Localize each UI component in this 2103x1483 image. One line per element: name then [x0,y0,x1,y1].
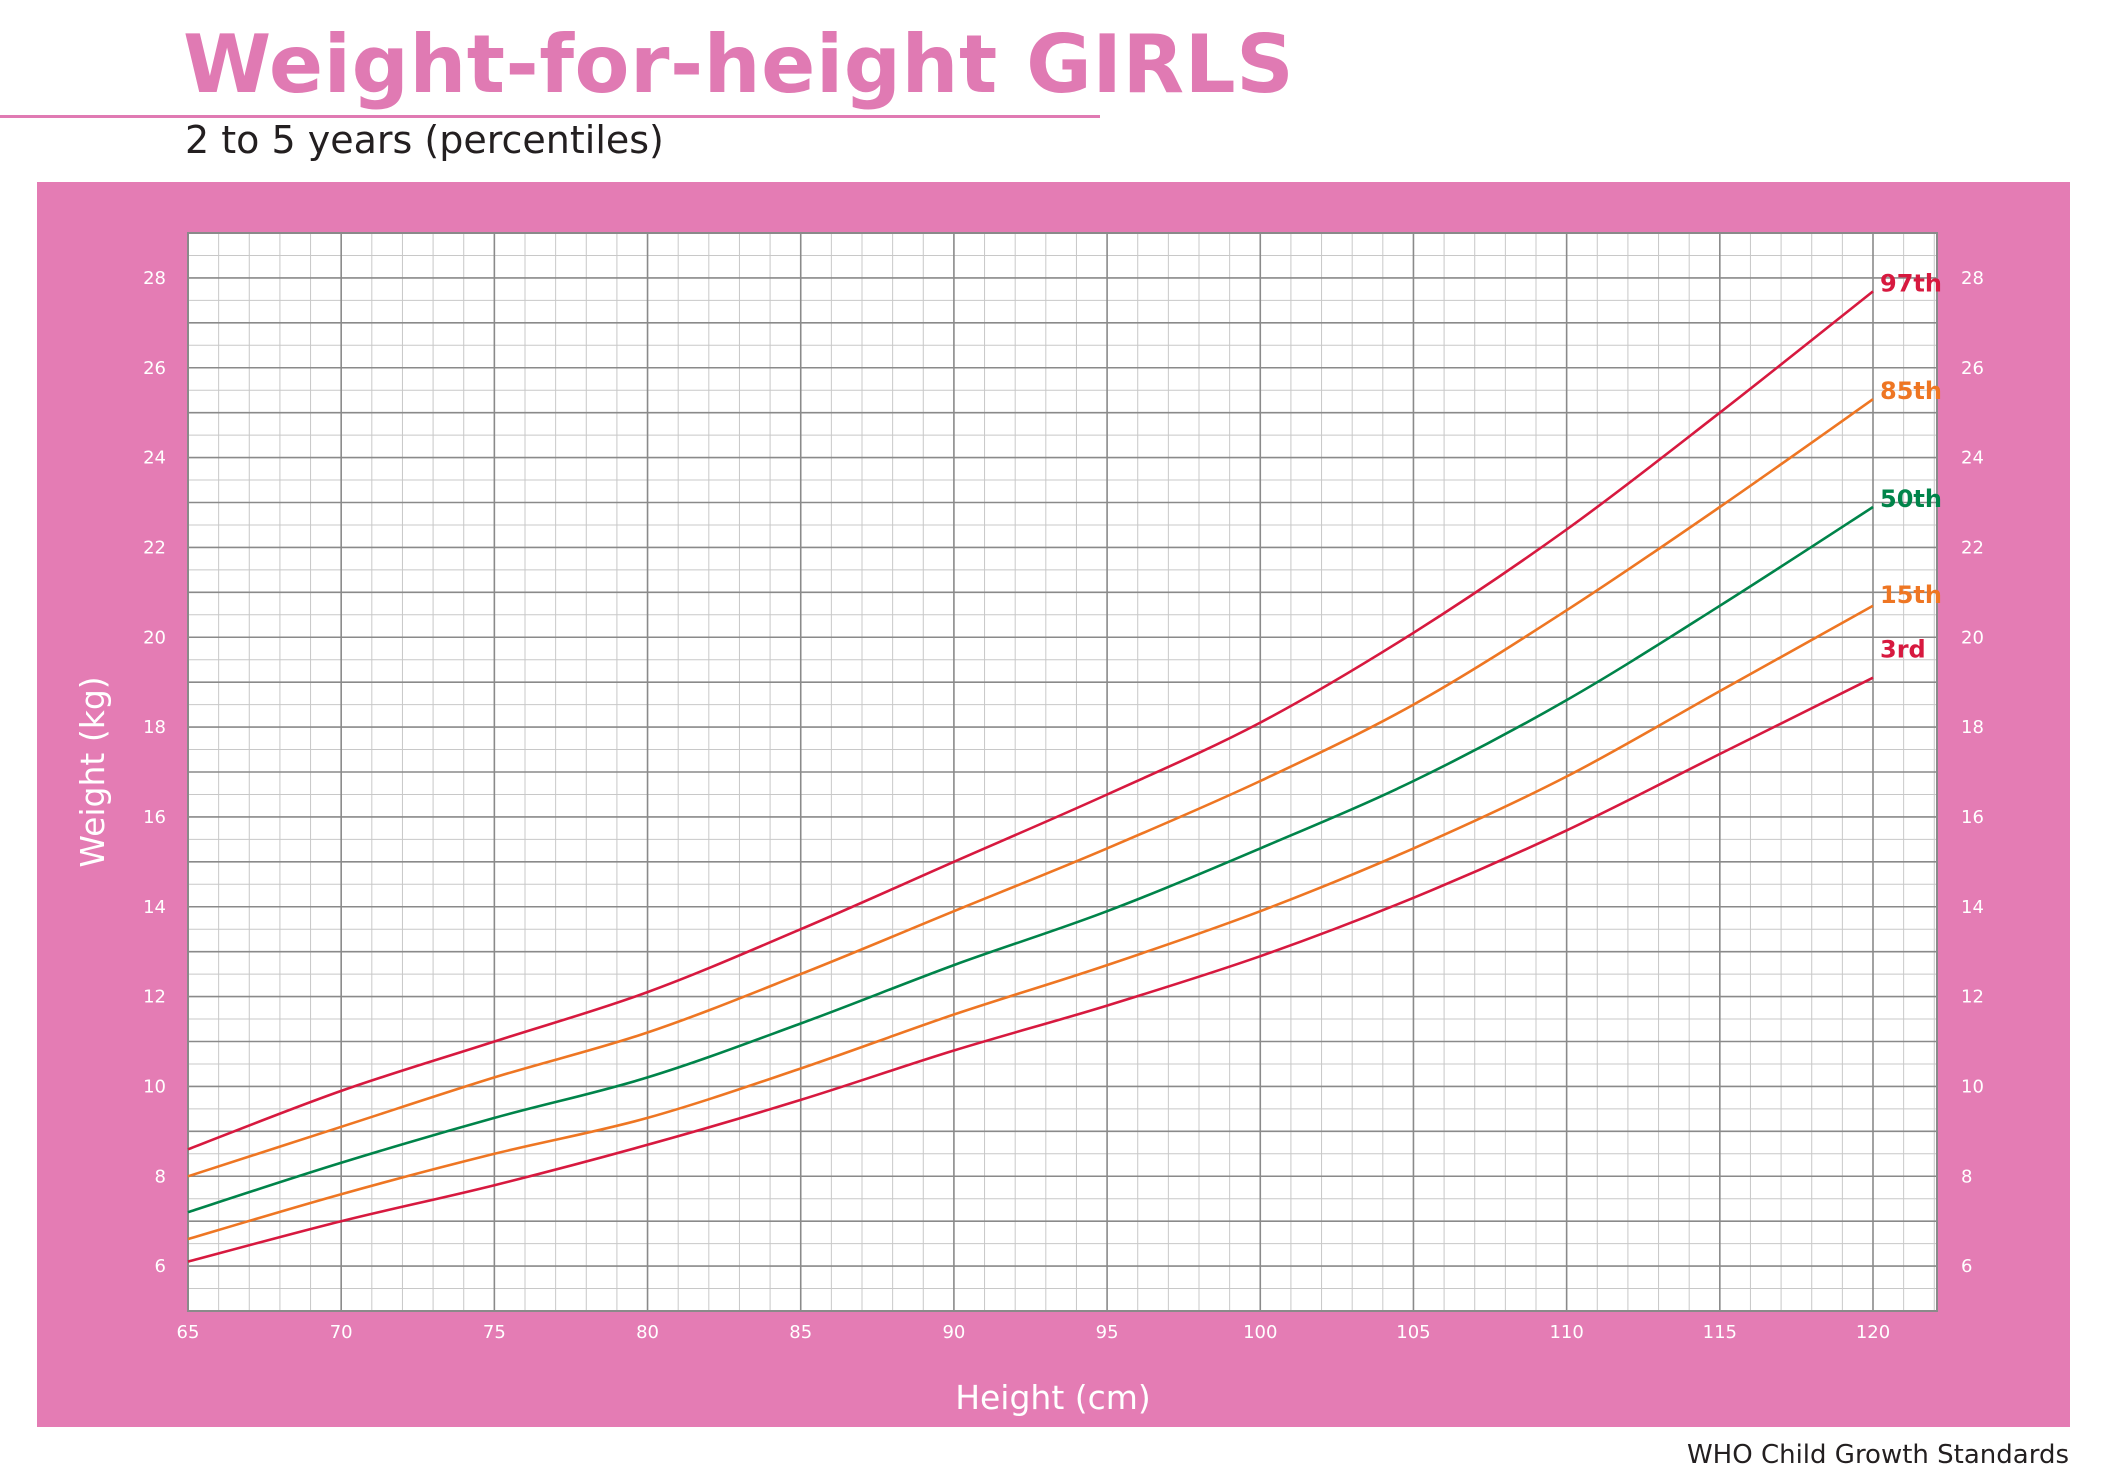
x-tick-label: 65 [177,1322,200,1343]
percentile-curve-50th [187,505,1874,1214]
y-tick-label-right: 12 [1961,987,1984,1008]
y-tick-label-left: 12 [143,987,166,1008]
footer-credit: WHO Child Growth Standards [1686,1440,2069,1470]
y-tick-label-right: 26 [1961,358,1984,379]
plot-border [187,232,1938,1312]
x-tick-label: 100 [1243,1322,1277,1343]
percentile-curves [187,290,1874,1263]
y-axis-title: Weight (kg) [73,676,112,867]
page-subtitle: 2 to 5 years (percentiles) [185,118,664,162]
y-tick-label-right: 16 [1961,807,1984,828]
y-tick-label-left: 16 [143,807,166,828]
y-tick-label-left: 22 [143,537,166,558]
percentile-label-85th: 85th [1880,377,1942,405]
percentile-curve-85th [187,398,1874,1178]
y-tick-label-left: 28 [143,268,166,289]
y-tick-label-right: 18 [1961,717,1984,738]
y-tick-label-left: 10 [143,1076,166,1097]
percentile-label-3rd: 3rd [1880,636,1926,664]
y-axis-ticks-right: 6 8 10 12 14 16 18 20 22 24 26 28 [1961,268,1984,1277]
percentile-curve-15th [187,604,1874,1241]
x-tick-label: 105 [1396,1322,1430,1343]
x-tick-label: 80 [636,1322,659,1343]
y-tick-label-left: 24 [143,448,166,469]
percentile-label-97th: 97th [1880,269,1942,297]
major-gridlines [187,232,1938,1312]
y-tick-label-left: 8 [155,1166,166,1187]
y-tick-label-right: 6 [1961,1256,1972,1277]
x-tick-label: 95 [1096,1322,1119,1343]
y-tick-label-right: 10 [1961,1076,1984,1097]
y-tick-label-left: 26 [143,358,166,379]
x-axis-ticks: 65 70 75 80 85 90 95 100 105 110 115 120 [177,1322,1891,1343]
x-tick-label: 110 [1549,1322,1583,1343]
percentile-curve-97th [187,290,1874,1151]
y-tick-label-right: 20 [1961,627,1984,648]
page-title: Weight-for-height GIRLS [183,18,1295,111]
y-tick-label-right: 28 [1961,268,1984,289]
x-tick-label: 120 [1856,1322,1890,1343]
y-tick-label-left: 20 [143,627,166,648]
y-tick-label-right: 8 [1961,1166,1972,1187]
x-tick-label: 90 [942,1322,965,1343]
y-tick-label-left: 14 [143,897,166,918]
y-tick-label-left: 6 [155,1256,166,1277]
y-tick-label-left: 18 [143,717,166,738]
x-axis-title: Height (cm) [955,1378,1151,1417]
title-underline [0,115,1100,118]
x-tick-label: 70 [330,1322,353,1343]
x-tick-label: 115 [1703,1322,1737,1343]
percentile-labels: 97th 85th 50th 15th 3rd [1880,269,1942,663]
y-tick-label-right: 24 [1961,448,1984,469]
percentile-curve-3rd [187,676,1874,1263]
x-tick-label: 85 [789,1322,812,1343]
percentile-label-50th: 50th [1880,485,1942,513]
y-tick-label-right: 22 [1961,537,1984,558]
y-tick-label-right: 14 [1961,897,1984,918]
y-axis-ticks-left: 6 8 10 12 14 16 18 20 22 24 26 28 [143,268,166,1277]
percentile-label-15th: 15th [1880,581,1942,609]
x-tick-label: 75 [483,1322,506,1343]
